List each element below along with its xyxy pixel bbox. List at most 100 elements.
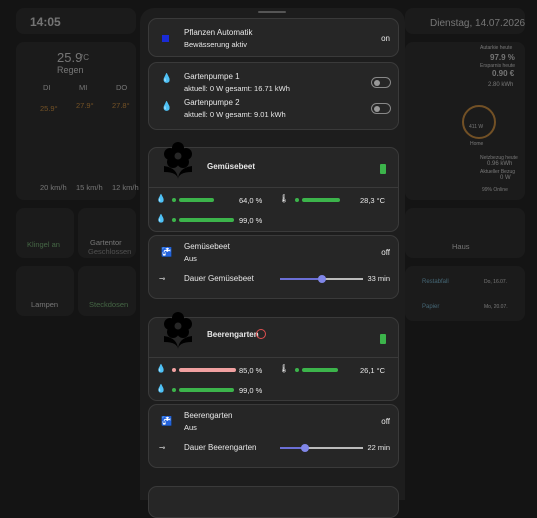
unit: °C xyxy=(80,53,89,62)
bed-card xyxy=(148,486,399,518)
divider xyxy=(149,357,398,358)
bed-name: Gemüsebeet xyxy=(207,162,256,171)
level-bar xyxy=(179,388,234,392)
tile[interactable] xyxy=(78,266,136,316)
valve-icon: 🚰 xyxy=(161,416,173,426)
home-power: 411 W xyxy=(469,124,484,130)
tile[interactable] xyxy=(405,208,525,258)
switch[interactable]: off xyxy=(381,248,390,257)
level-bar xyxy=(179,198,214,202)
tile-label: Lampen xyxy=(31,300,59,309)
slider-fill xyxy=(280,278,322,280)
fill: 99,0 % xyxy=(239,386,263,395)
pump-info: aktuell: 0 W gesamt: 9.01 kWh xyxy=(184,110,286,119)
tile[interactable] xyxy=(16,208,74,258)
pump-name: Gartenpumpe 1 xyxy=(184,72,240,81)
valve-card: 🚰 Beerengarten Aus off ⊸ Dauer Beerengar… xyxy=(148,404,399,468)
day-temp: 27.9° xyxy=(76,101,94,110)
energy-label: Netzbezug heute xyxy=(480,155,518,161)
bar-cap xyxy=(172,388,176,392)
pump-name: Gartenpumpe 2 xyxy=(184,98,240,107)
drop-icon: 💧 xyxy=(161,73,173,83)
tile-label: Steckdosen xyxy=(89,300,129,309)
temp: 25.9 xyxy=(57,50,83,65)
bar-cap xyxy=(295,368,299,372)
bed-name: Beerengarten xyxy=(207,330,259,339)
drop-icon: 💧 xyxy=(156,194,166,203)
moisture: 85,0 % xyxy=(239,366,263,375)
bed-card: Gemüsebeet 💧 64,0 % 🌡 28,3 °C 💧 99,0 % xyxy=(148,142,399,232)
bar-cap xyxy=(172,218,176,222)
valve-name: Beerengarten xyxy=(184,411,233,420)
valve-state: Aus xyxy=(184,423,197,432)
wind: 20 km/h xyxy=(40,183,67,192)
waste-name: Papier xyxy=(422,304,440,310)
temperature: 26,1 °C xyxy=(360,366,386,375)
tile-label: Haus xyxy=(452,242,470,251)
tile xyxy=(405,8,525,34)
waste-name: Restabfall xyxy=(422,279,449,285)
battery-icon xyxy=(380,164,386,174)
tile[interactable] xyxy=(78,208,136,258)
title: Pflanzen Automatik xyxy=(184,28,253,37)
wind: 15 km/h xyxy=(76,183,103,192)
tile[interactable] xyxy=(16,266,74,316)
battery-icon xyxy=(380,334,386,344)
popup-panel: Pflanzen Automatik Bewässerung aktiv on … xyxy=(140,8,405,518)
thermo-icon: 🌡 xyxy=(279,194,290,203)
fill-icon: 💧 xyxy=(156,214,166,223)
divider xyxy=(149,187,398,188)
slider-fill xyxy=(280,447,305,449)
flower-icon xyxy=(164,312,192,350)
dashboard-background: 14:05 Dienstag, 14.07.2026 25.9 °C Regen… xyxy=(16,8,526,316)
tile-label: Gartentor xyxy=(90,238,122,247)
fill: 99,0 % xyxy=(239,216,263,225)
waste-date: Do, 16.07. xyxy=(484,279,508,285)
energy-value: 97.9 % xyxy=(490,53,515,62)
duration: 33 min xyxy=(367,274,390,283)
slider-track xyxy=(280,447,363,449)
slider-handle[interactable] xyxy=(318,275,326,283)
temperature: 28,3 °C xyxy=(360,196,386,205)
bed-card: Beerengarten 💧 85,0 % 🌡 26,1 °C 💧 99,0 % xyxy=(148,312,399,401)
moisture: 64,0 % xyxy=(239,196,263,205)
pump-info: aktuell: 0 W gesamt: 16.71 kWh xyxy=(184,84,290,93)
switch[interactable]: off xyxy=(381,417,390,426)
level-bar xyxy=(302,198,340,202)
online: 99% Online xyxy=(482,187,508,193)
pumps-card: 💧 Gartenpumpe 1 aktuell: 0 W gesamt: 16.… xyxy=(148,62,399,130)
duration-label: Dauer Beerengarten xyxy=(184,443,257,452)
fill-icon: 💧 xyxy=(156,384,166,393)
flower-icon xyxy=(164,142,192,180)
bar-cap xyxy=(172,198,176,202)
slider-icon: ⊸ xyxy=(159,274,166,283)
energy-value: 0 W xyxy=(500,175,511,181)
slider-handle[interactable] xyxy=(301,444,309,452)
toggle[interactable] xyxy=(371,77,391,88)
level-bar xyxy=(179,218,234,222)
valve-name: Gemüsebeet xyxy=(184,242,230,251)
toggle[interactable] xyxy=(371,103,391,114)
waste-date: Mo, 20.07. xyxy=(484,304,508,310)
bar-cap xyxy=(295,198,299,202)
home-label: Home xyxy=(470,141,484,147)
day-temp: 27.8° xyxy=(112,101,130,110)
valve-icon: 🚰 xyxy=(161,247,173,257)
home-ring xyxy=(462,105,496,139)
thermo-icon: 🌡 xyxy=(279,364,290,373)
weather-card xyxy=(16,42,136,200)
duration: 22 min xyxy=(367,443,390,452)
state: on xyxy=(381,34,390,43)
bar-cap xyxy=(172,368,176,372)
tile-label: Klingel an xyxy=(27,240,60,249)
status: Bewässerung aktiv xyxy=(184,40,247,49)
tile xyxy=(16,8,136,34)
automation-card[interactable]: Pflanzen Automatik Bewässerung aktiv on xyxy=(148,18,399,57)
day: MI xyxy=(79,83,88,92)
energy-value: 0.96 kWh xyxy=(487,161,513,167)
valve-state: Aus xyxy=(184,254,197,263)
energy-value: 0.90 € xyxy=(492,69,515,78)
drag-handle[interactable] xyxy=(258,11,286,13)
condition: Regen xyxy=(57,65,84,75)
drop-icon: 💧 xyxy=(161,101,173,111)
